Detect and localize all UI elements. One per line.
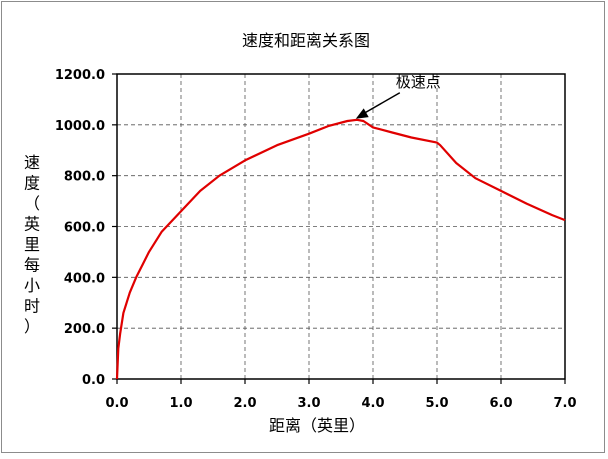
y-axis-ticks: 0.0 200.0 400.0 600.0 800.0 1000.0 1200.0 — [55, 68, 117, 388]
grid-lines — [117, 74, 565, 379]
x-tick-label: 0.0 — [105, 396, 128, 411]
x-tick-label: 4.0 — [361, 396, 384, 411]
annotation-label: 极速点 — [396, 73, 441, 91]
x-tick-label: 3.0 — [297, 396, 320, 411]
x-tick-label: 7.0 — [553, 396, 576, 411]
y-tick-label: 1200.0 — [55, 68, 105, 83]
y-axis-label: 速度（英里每小时） — [24, 153, 40, 336]
x-tick-label: 6.0 — [489, 396, 512, 411]
series-line — [115, 118, 566, 380]
chart-title: 速度和距离关系图 — [242, 31, 370, 50]
chart-frame: 速度和距离关系图 0.0 1.0 2.0 3.0 4.0 5.0 6.0 7.0 0.0 200… — [1, 1, 605, 453]
annotation-arrowhead — [355, 108, 369, 119]
x-axis-ticks: 0.0 1.0 2.0 3.0 4.0 5.0 6.0 7.0 — [105, 379, 577, 411]
y-tick-label: 200.0 — [64, 322, 105, 337]
annotation: 极速点 — [355, 73, 441, 119]
y-tick-label: 1000.0 — [55, 119, 105, 134]
y-tick-label: 400.0 — [64, 271, 105, 286]
annotation-arrow-line — [359, 92, 401, 117]
x-axis-label: 距离（英里） — [269, 416, 365, 435]
x-tick-label: 2.0 — [233, 396, 256, 411]
x-tick-label: 5.0 — [425, 396, 448, 411]
y-tick-label: 0.0 — [82, 373, 105, 388]
y-tick-label: 800.0 — [64, 170, 105, 185]
x-tick-label: 1.0 — [169, 396, 192, 411]
speed-distance-chart: 速度和距离关系图 0.0 1.0 2.0 3.0 4.0 5.0 6.0 7.0 0.0 200… — [24, 31, 577, 435]
y-tick-label: 600.0 — [64, 221, 105, 236]
